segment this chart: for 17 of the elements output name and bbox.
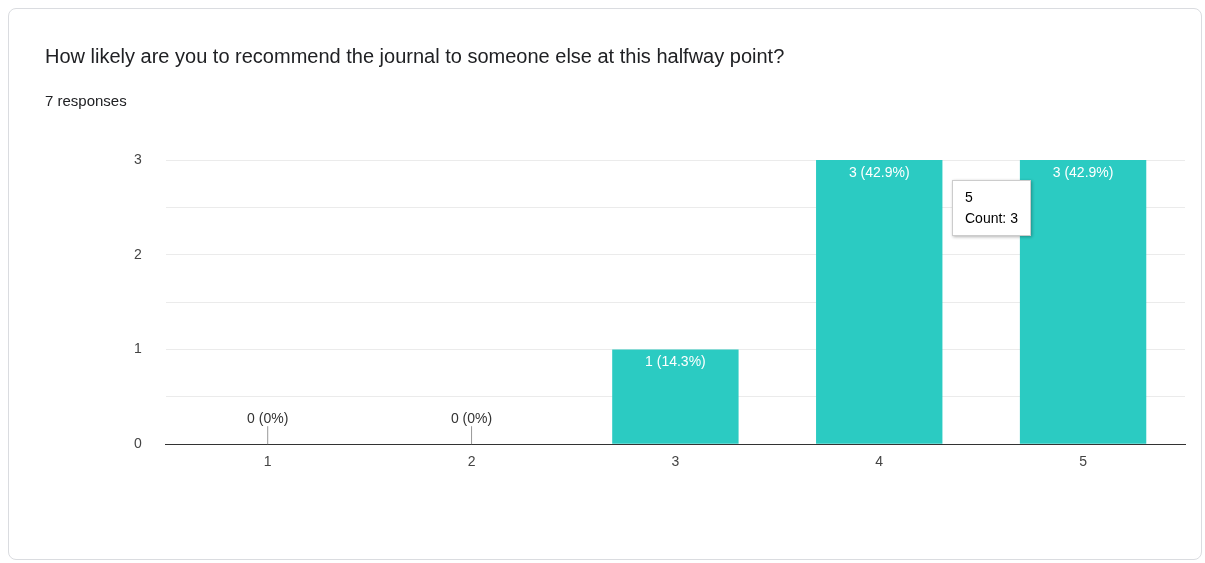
data-label: 3 (42.9%) xyxy=(848,163,910,180)
x-tick-label: 5 xyxy=(1079,453,1088,470)
data-label: 3 (42.9%) xyxy=(1052,163,1114,180)
chart-title: How likely are you to recommend the journal to someone else at this halfway point? xyxy=(45,45,785,68)
y-tick-label: 1 xyxy=(133,340,142,357)
chart-subtitle: 7 responses xyxy=(45,92,127,109)
data-label: 0 (0%) xyxy=(247,410,289,427)
x-tick-label: 1 xyxy=(263,453,272,470)
x-tick-label: 4 xyxy=(875,453,884,470)
tooltip-box: 5 Count: 3 xyxy=(952,180,1031,236)
y-tick-label: 3 xyxy=(133,150,142,167)
x-tick-label: 3 xyxy=(671,453,680,470)
y-tick-label: 2 xyxy=(133,245,142,262)
data-label: 0 (0%) xyxy=(450,410,493,427)
y-tick-label: 0 xyxy=(133,435,142,452)
x-tick-label: 2 xyxy=(467,453,476,470)
data-label: 1 (14.3%) xyxy=(645,353,706,370)
